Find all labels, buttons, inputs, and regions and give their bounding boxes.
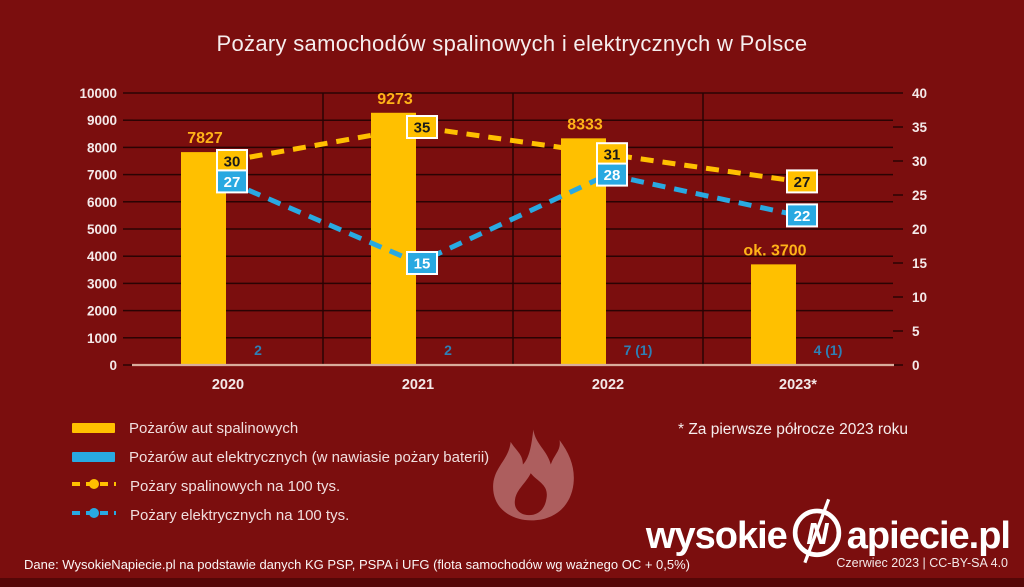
right-axis: 0 5 10 15 20 25 30 35 40 xyxy=(893,86,928,373)
svg-text:2000: 2000 xyxy=(87,304,117,319)
svg-text:5: 5 xyxy=(912,324,920,339)
svg-text:40: 40 xyxy=(912,86,927,101)
svg-text:25: 25 xyxy=(912,188,928,203)
svg-text:28: 28 xyxy=(604,167,621,184)
svg-text:7000: 7000 xyxy=(87,168,117,183)
legend: Pożarów aut spalinowych Pożarów aut elek… xyxy=(72,419,489,535)
data-label-box xyxy=(216,169,248,194)
combo-chart: 0100020003000400050006000700080009000100… xyxy=(79,86,928,393)
lightning-n-icon: N xyxy=(790,498,844,574)
bars-combustion xyxy=(181,112,796,365)
svg-text:2021: 2021 xyxy=(402,377,434,393)
svg-text:7 (1): 7 (1) xyxy=(624,342,653,358)
svg-text:10: 10 xyxy=(912,290,927,305)
data-label-box xyxy=(786,169,818,194)
svg-text:ok. 3700: ok. 3700 xyxy=(743,242,806,259)
svg-text:2: 2 xyxy=(444,342,452,358)
svg-text:30: 30 xyxy=(224,154,241,171)
svg-text:22: 22 xyxy=(794,208,811,225)
footnote-first-half-2023: * Za pierwsze półrocze 2023 roku xyxy=(678,421,909,438)
page-title: Pożary samochodów spalinowych i elektryc… xyxy=(216,31,808,56)
legend-label: Pożarów aut spalinowych xyxy=(129,419,299,437)
legend-item-combustion-rate-line: Pożary spalinowych na 100 tys. xyxy=(72,477,489,495)
svg-text:20: 20 xyxy=(912,222,927,237)
bar-swatch-blue-icon xyxy=(72,452,115,462)
bottom-strip xyxy=(0,578,1024,587)
svg-text:27: 27 xyxy=(224,174,241,191)
svg-text:35: 35 xyxy=(414,120,431,137)
legend-item-electric-rate-line: Pożary elektrycznych na 100 tys. xyxy=(72,506,489,524)
svg-text:8333: 8333 xyxy=(567,116,603,133)
svg-text:0: 0 xyxy=(912,358,920,373)
bar xyxy=(371,112,416,365)
line-combustion-per-100k xyxy=(227,124,799,184)
data-label-box xyxy=(406,115,438,139)
svg-text:5000: 5000 xyxy=(87,222,117,237)
wysokienapiecie-logo: wysokie N apiecie.pl xyxy=(645,498,1011,574)
flame-watermark-icon xyxy=(481,416,577,546)
svg-text:2022: 2022 xyxy=(592,377,624,393)
svg-text:9273: 9273 xyxy=(377,91,413,108)
svg-text:2023*: 2023* xyxy=(779,377,817,393)
logo-text-right: apiecie.pl xyxy=(846,514,1011,557)
data-label-box xyxy=(786,203,818,228)
svg-text:35: 35 xyxy=(912,120,928,135)
svg-text:4 (1): 4 (1) xyxy=(814,342,843,358)
logo-text-left: wysokie xyxy=(645,514,788,557)
svg-text:1000: 1000 xyxy=(87,331,117,346)
svg-text:15: 15 xyxy=(912,256,928,271)
labels-electric-per-100k: 27 15 28 22 xyxy=(216,162,818,275)
gridlines xyxy=(133,92,893,365)
data-label-box xyxy=(406,251,438,275)
data-source-text: Dane: WysokieNapiecie.pl na podstawie da… xyxy=(24,557,690,572)
line-electric-per-100k xyxy=(227,171,799,266)
svg-text:9000: 9000 xyxy=(87,113,117,128)
x-axis-labels: 2020 2021 2022 2023* xyxy=(212,377,817,393)
legend-label: Pożary elektrycznych na 100 tys. xyxy=(130,506,350,524)
bar xyxy=(751,264,796,365)
legend-item-combustion-bars: Pożarów aut spalinowych xyxy=(72,419,489,437)
svg-text:31: 31 xyxy=(604,147,621,164)
svg-text:30: 30 xyxy=(912,154,927,169)
svg-text:27: 27 xyxy=(794,174,811,191)
svg-text:6000: 6000 xyxy=(87,195,117,210)
svg-text:2: 2 xyxy=(254,342,262,358)
svg-text:7827: 7827 xyxy=(187,130,223,147)
legend-item-electric-bars: Pożarów aut elektrycznych (w nawiasie po… xyxy=(72,448,489,466)
date-license-text: Czerwiec 2023 | CC-BY-SA 4.0 xyxy=(836,556,1008,570)
svg-text:8000: 8000 xyxy=(87,140,117,155)
data-label-box xyxy=(596,162,628,187)
legend-label: Pożarów aut elektrycznych (w nawiasie po… xyxy=(129,448,490,466)
legend-label: Pożary spalinowych na 100 tys. xyxy=(130,477,341,495)
dashed-line-swatch-yellow-icon xyxy=(72,477,116,495)
labels-combustion-per-100k: 30 35 31 27 xyxy=(216,115,818,194)
svg-text:4000: 4000 xyxy=(87,249,117,264)
svg-text:15: 15 xyxy=(414,256,431,273)
dashed-line-swatch-blue-icon xyxy=(72,506,116,524)
svg-text:0: 0 xyxy=(109,358,117,373)
svg-text:2020: 2020 xyxy=(212,377,244,393)
bar-swatch-yellow-icon xyxy=(72,423,115,433)
left-axis: 0 1000 2000 3000 4000 5000 6000 7000 8000 9000 100… xyxy=(79,86,133,373)
svg-text:3000: 3000 xyxy=(87,276,117,291)
svg-text:10000: 10000 xyxy=(79,86,117,101)
